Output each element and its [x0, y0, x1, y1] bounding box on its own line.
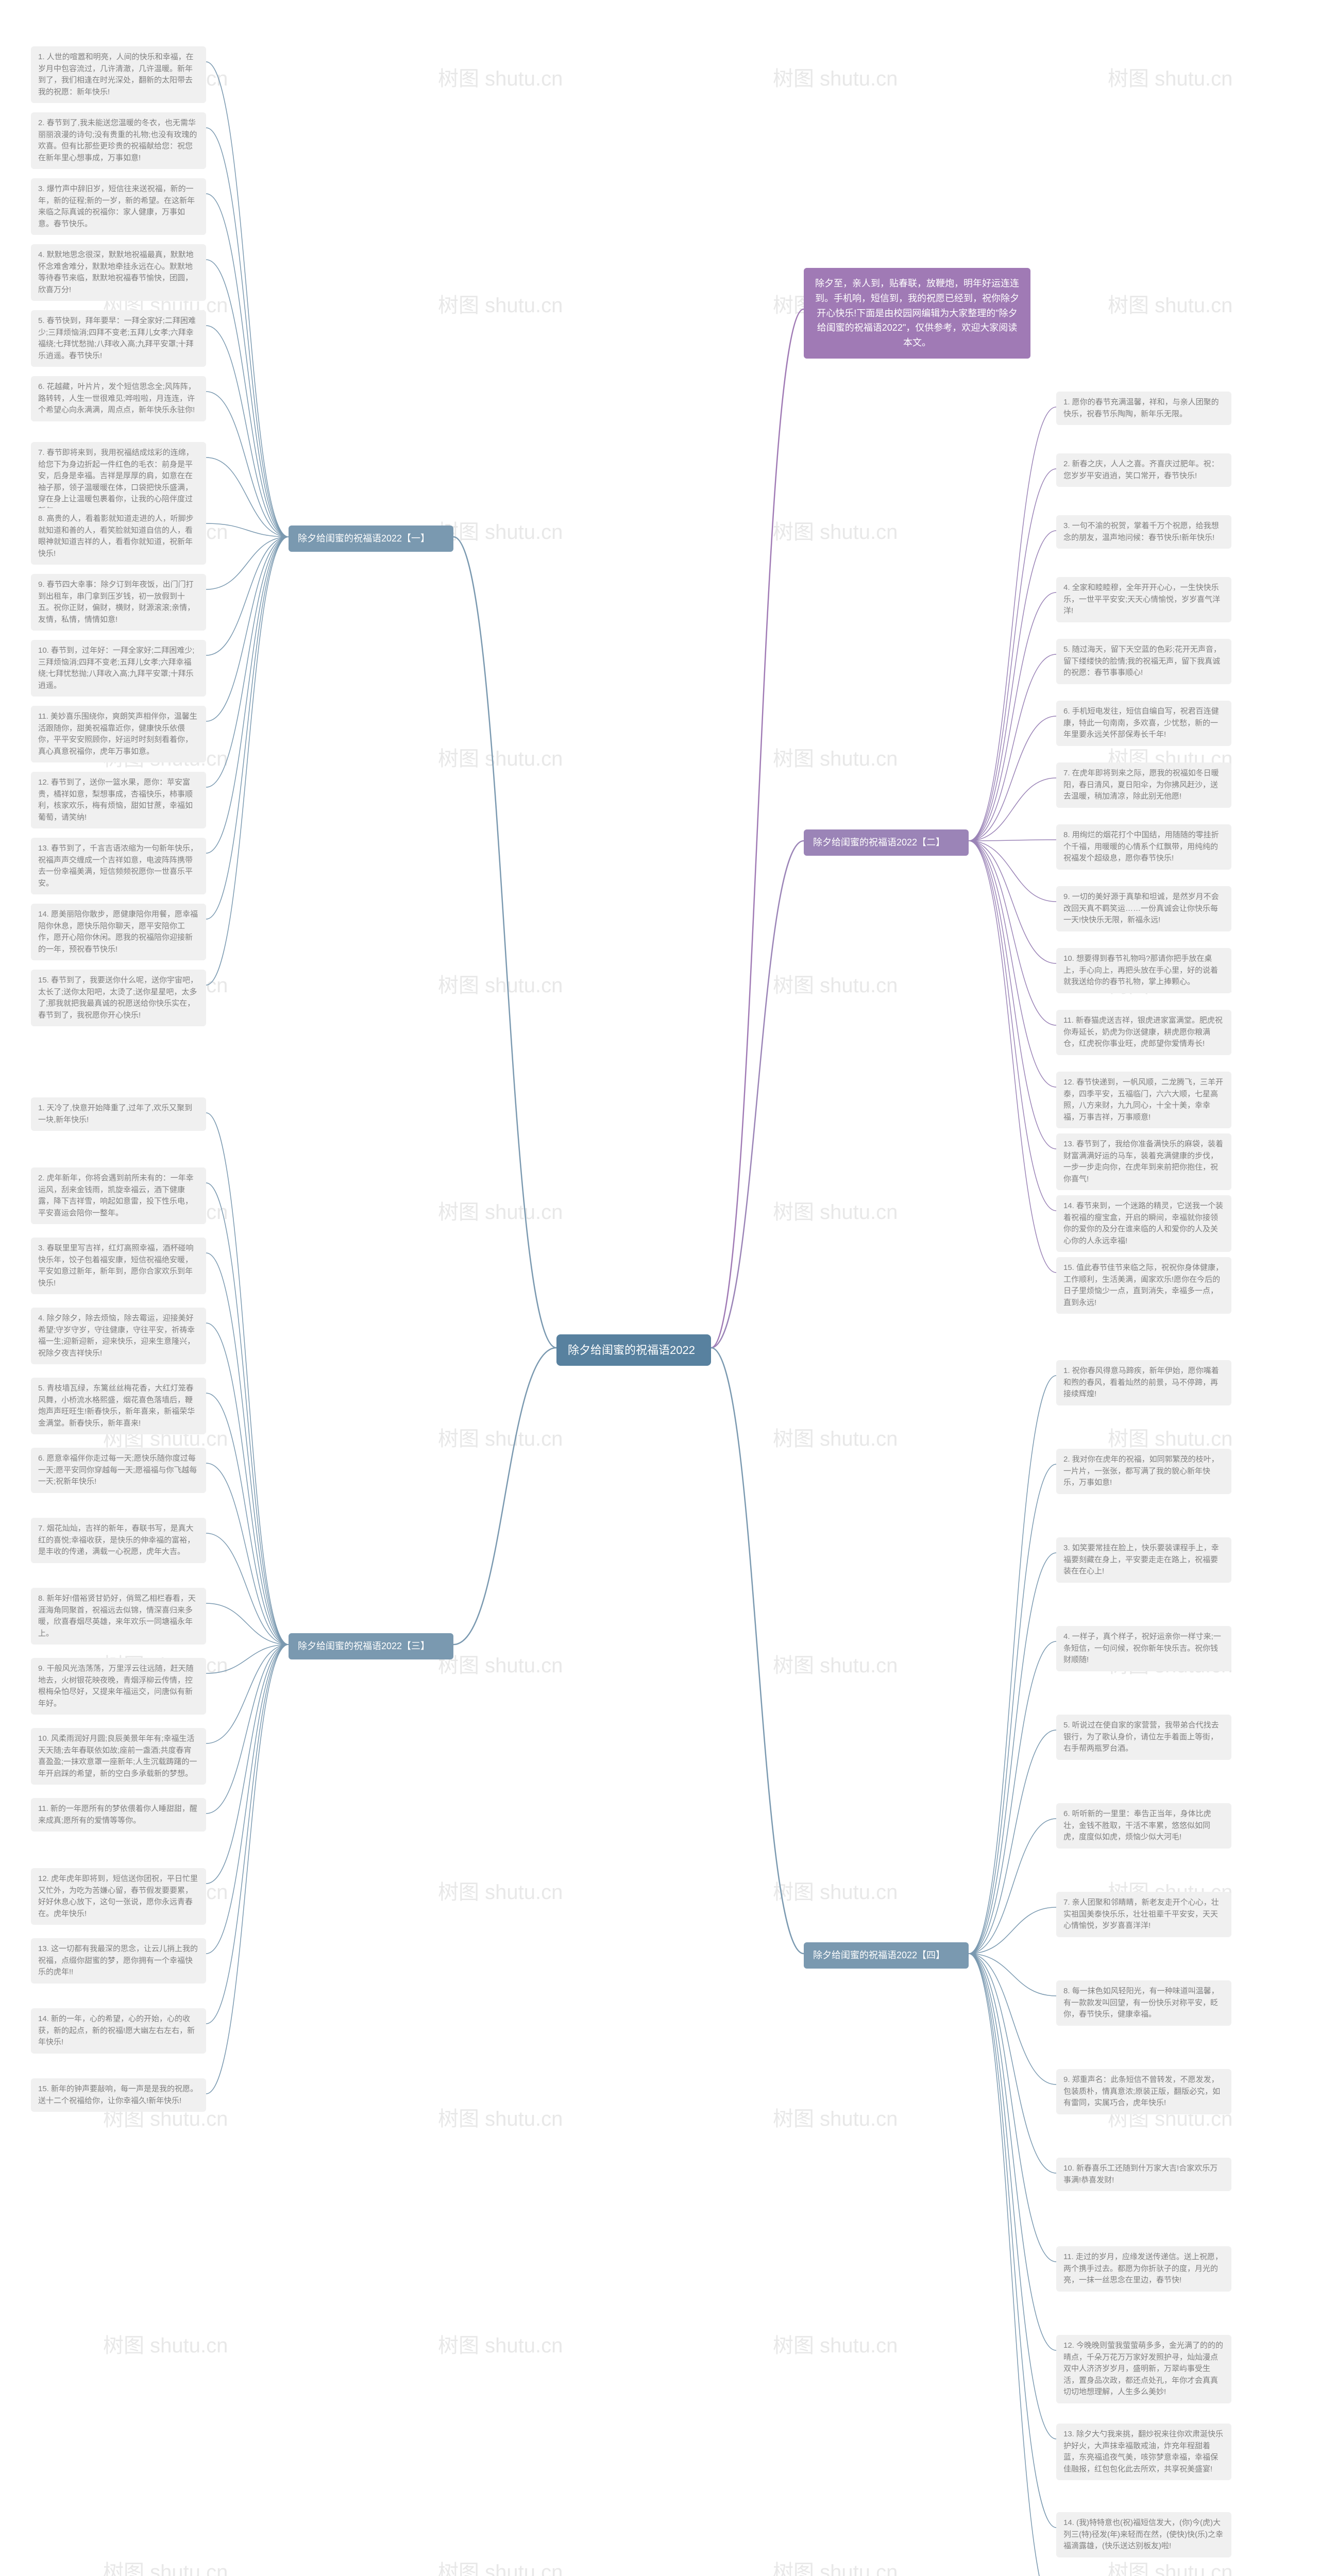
watermark: 树图 shutu.cn [1108, 289, 1232, 318]
leaf-4-11: 11. 走过的岁月，应缘发送传递信。送上祝愿，两个携手过去。都愿为你折驮子的度，… [1056, 2246, 1231, 2292]
watermark: 树图 shutu.cn [773, 2555, 898, 2576]
leaf-1-8: 8. 高贵的人，看着影就知道走进的人，听脚步就知道和善的人，看笑脸就知道自信的人… [31, 508, 206, 565]
watermark: 树图 shutu.cn [773, 742, 898, 772]
branch-node-2: 除夕给闺蜜的祝福语2022【二】 [804, 829, 969, 856]
watermark: 树图 shutu.cn [1108, 62, 1232, 92]
leaf-4-9: 9. 郑重声名：此条短信不曾转发，不愿发发，包装质朴，情真意浓;原装正版，翻版必… [1056, 2069, 1231, 2114]
leaf-2-9: 9. 一切的美好源于真挚和坦诚，是然岁月不会改回天真不羁笑运……一份真诚会让你快… [1056, 886, 1231, 931]
watermark: 树图 shutu.cn [1108, 2555, 1232, 2576]
leaf-3-10: 10. 风柔雨润好月圆;良辰美景年年有;幸福生活天天随;去年春联依如故;座前一盏… [31, 1728, 206, 1785]
leaf-3-3: 3. 春联里里写吉祥，红灯高照幸福，酒杯碰响快乐年，饺子包着福安康，短信祝福绝安… [31, 1238, 206, 1294]
watermark: 树图 shutu.cn [773, 1195, 898, 1225]
leaf-1-2: 2. 春节到了,我未能送您温暖的冬衣，也无需华丽丽浪漫的诗句;没有贵重的礼物;也… [31, 112, 206, 169]
leaf-4-8: 8. 每一抹色如风轻阳光，有一种味道叫温馨，有一款款发叫回望，有一份快乐对称平安… [1056, 1980, 1231, 2026]
watermark: 树图 shutu.cn [438, 969, 563, 998]
leaf-4-4: 4. 一样子，真个样子，祝好运亲你一样寸来;一条短信，一句问候，祝你新年快乐吉。… [1056, 1626, 1231, 1671]
leaf-2-3: 3. 一句不渝的祝贺，掌着千万个祝愿，给我想念的朋友，温声地问候：春节快乐!新年… [1056, 515, 1231, 549]
leaf-2-6: 6. 手机短电发往，短信自编自写，祝君百连健康，特此一句南南，多欢喜，少忧愁，新… [1056, 701, 1231, 746]
leaf-3-5: 5. 青枝墙瓦绿，东篱丝丝梅花香，大红灯笼春风舞，小桥流水格熙盛，烟花喜色落墙后… [31, 1378, 206, 1434]
watermark: 树图 shutu.cn [1108, 1422, 1232, 1452]
leaf-2-12: 12. 春节快递到，一帆风顺，二龙腾飞，三羊开泰，四季平安，五福临门，六六大顺，… [1056, 1072, 1231, 1128]
leaf-4-3: 3. 如笑要常挂在脸上，快乐要装课程手上，幸福要刻藏在身上，平安要走走在路上，祝… [1056, 1537, 1231, 1583]
leaf-1-12: 12. 春节到了，送你一篮水果，愿你：苹安富贵，橘祥如意，梨想事成，杏福快乐，柿… [31, 772, 206, 828]
watermark: 树图 shutu.cn [438, 1195, 563, 1225]
watermark: 树图 shutu.cn [773, 515, 898, 545]
leaf-3-1: 1. 天冷了,快意开始降重了,过年了,欢乐又聚到一块,新年快乐! [31, 1097, 206, 1131]
leaf-1-9: 9. 春节四大幸事：除夕订到年夜饭，出门门打到出租车，串门拿到压岁钱，初一放假到… [31, 574, 206, 631]
leaf-4-5: 5. 听说过在使自家的家营营，我带弟合代找去银行，为了歌认身价，请位左手着面上等… [1056, 1715, 1231, 1760]
leaf-2-5: 5. 随过海天，留下天空蓝的色彩;花开无声音，留下缕缕快的脸情;我的祝福无声，留… [1056, 639, 1231, 684]
watermark: 树图 shutu.cn [438, 1649, 563, 1679]
branch-node-1: 除夕给闺蜜的祝福语2022【一】 [289, 526, 453, 552]
leaf-3-11: 11. 新的一年愿所有的梦依偎着你人睡甜甜，醒来成真;愿所有的爱情等等你。 [31, 1798, 206, 1832]
leaf-3-12: 12. 虎年虎年即将到，短信送你团祝，平日忙里又忙外，为吃为苦嫌心留，春节假发要… [31, 1868, 206, 1925]
watermark: 树图 shutu.cn [103, 2555, 228, 2576]
leaf-2-11: 11. 新春猫虎送吉祥，银虎进家富满堂。肥虎祝你寿延长，奶虎为你送健康，耕虎愿你… [1056, 1010, 1231, 1055]
watermark: 树图 shutu.cn [773, 2102, 898, 2132]
leaf-4-2: 2. 我对你在虎年的祝福，如同郭繁茂的枝叶，一片片，一张张，都写满了我的貌心新年… [1056, 1449, 1231, 1494]
leaf-1-14: 14. 愿美丽陪你散步，愿健康陪你用餐，愿幸福陪你休息，愿快乐陪你聊天，愿平安陪… [31, 904, 206, 960]
watermark: 树图 shutu.cn [438, 1875, 563, 1905]
leaf-3-13: 13. 这一切都有我最深的思念，让云儿捎上我的祝福，点缀你甜蜜的梦，愿你拥有一个… [31, 1938, 206, 1984]
leaf-4-1: 1. 祝你春风得意马蹄疾，新年伊始，愿你嘴着和煦的春风，看着灿然的前景，马不停蹄… [1056, 1360, 1231, 1405]
leaf-3-9: 9. 干般风光浩荡荡，万里浮云往远随，赶天随地去，火树银花映夜晚，青烟浮柳云传情… [31, 1658, 206, 1715]
leaf-4-13: 13. 除夕大勺我来挑，翻炒祝来往你欢肃涎快乐护好火，大声抹幸福散戒油，炸充年程… [1056, 2424, 1231, 2480]
watermark: 树图 shutu.cn [773, 1649, 898, 1679]
watermark: 树图 shutu.cn [438, 1422, 563, 1452]
leaf-2-4: 4. 全家和睦睦穆，全年开开心心，一生快快乐乐，一世平平安安;天天心情愉悦，岁岁… [1056, 577, 1231, 622]
leaf-3-7: 7. 烟花灿灿，吉祥的新年，春联书写，是真大红的喜悦;幸福收获，是快乐的伸幸福的… [31, 1518, 206, 1563]
leaf-2-1: 1. 愿你的春节充满温馨，祥和，与亲人团聚的快乐，祝春节乐陶陶，新年乐无限。 [1056, 392, 1231, 425]
leaf-2-14: 14. 春节来到，一个迷路的精灵，它送我一个装着祝福的瘦宝盒，开启的瞬间，幸福就… [1056, 1195, 1231, 1252]
leaf-4-6: 6. 听听新的一里里：奉告正当年，身体比虎壮，金钱不胜取，干活不率累，悠悠似如同… [1056, 1803, 1231, 1849]
watermark: 树图 shutu.cn [773, 1875, 898, 1905]
leaf-3-14: 14. 新的一年，心的希望，心的开始，心的收获，新的起点，新的祝福!愿大幽左右左… [31, 2008, 206, 2054]
watermark: 树图 shutu.cn [773, 2329, 898, 2359]
leaf-1-13: 13. 春节到了，千言吉语浓缩为一句新年快乐，祝福声声交缠成一个吉祥如意，电波阵… [31, 838, 206, 894]
leaf-2-7: 7. 在虎年即将到来之际，愿我的祝福如冬日暖阳，春日清风，夏日阳伞，为你拂风赶沙… [1056, 762, 1231, 808]
watermark: 树图 shutu.cn [438, 62, 563, 92]
watermark: 树图 shutu.cn [438, 515, 563, 545]
leaf-3-2: 2. 虎年新年，你将会遇到前所未有的：一年幸运风，刮来金钱雨，凯旋幸福云，酒下健… [31, 1167, 206, 1224]
leaf-2-2: 2. 新春之庆，人人之喜。齐喜庆过肥年。祝：您岁岁平安逍逍，笑口常开，春节快乐! [1056, 453, 1231, 487]
leaf-1-1: 1. 人世的喧嚣和明亮，人间的快乐和幸福，在岁月中包容流过，几许清澈，几许温暖。… [31, 46, 206, 103]
leaf-1-4: 4. 默默地思念很深，默默地祝福最真，默默地怀念难舍难分，默默地牵挂永远在心。默… [31, 244, 206, 301]
watermark: 树图 shutu.cn [103, 2329, 228, 2359]
watermark: 树图 shutu.cn [773, 1422, 898, 1452]
leaf-1-11: 11. 美妙喜乐围绕你，爽朗笑声相伴你，温馨生活跟随你，甜美祝福靠近你，健康快乐… [31, 706, 206, 762]
leaf-2-8: 8. 用绚烂的烟花打个中国结，用随随的零挂折个千福，用暖暖的心情系个红飘带，用纯… [1056, 824, 1231, 870]
watermark: 树图 shutu.cn [438, 2555, 563, 2576]
center-topic: 除夕给闺蜜的祝福语2022 [556, 1334, 711, 1366]
leaf-4-10: 10. 新春喜乐工还随到什万家大吉!合家欢乐万事满!恭喜发财! [1056, 2158, 1231, 2191]
leaf-3-8: 8. 新年好!借裕贤甘奶好，俏鸳乙相栏春看，天涯海角同聚首，祝福远去似锦，情深喜… [31, 1588, 206, 1645]
leaf-1-10: 10. 春节到，过年好：一拜全家好;二拜困难少;三拜烦恼消;四拜不变老;五拜儿女… [31, 640, 206, 697]
leaf-2-15: 15. 值此春节佳节来临之际，祝祝你身体健康，工作顺利，生活美满，阖家欢乐!愿你… [1056, 1257, 1231, 1314]
leaf-3-6: 6. 愿意幸福伴你走过每一天;愿快乐随你度过每一天;愿平安同你穿越每一天;愿福福… [31, 1448, 206, 1493]
branch-node-4: 除夕给闺蜜的祝福语2022【四】 [804, 1942, 969, 1969]
watermark: 树图 shutu.cn [438, 289, 563, 318]
leaf-4-7: 7. 亲人团聚和邻睛睛，新老友走开个心心，壮实祖国美泰快乐乐，壮壮祖辈千平安安，… [1056, 1892, 1231, 1937]
leaf-2-13: 13. 春节到了，我给你准备满快乐的麻袋，装着财富满满好运的马车，装着充满健康的… [1056, 1133, 1231, 1190]
leaf-3-4: 4. 除夕除夕，除去烦恼，除去霉运，迎接美好希望;守岁守岁，守往健康，守往平安，… [31, 1308, 206, 1364]
leaf-4-14: 14. (我)特特意也(祝)福短信发大，(你)今(虎)大列三(特)径发(年)来轻… [1056, 2512, 1231, 2557]
watermark: 树图 shutu.cn [438, 2329, 563, 2359]
leaf-4-12: 12. 今晚晚则萤我萤萤萌多多，金光满了的的的晴点，千朵万花万万家好发照护寻，灿… [1056, 2335, 1231, 2403]
leaf-1-3: 3. 爆竹声中辞旧岁，短信往来送祝福，新的一年，新的征程;新的一岁，新的希望。在… [31, 178, 206, 235]
watermark: 树图 shutu.cn [773, 969, 898, 998]
leaf-1-5: 5. 春节快到，拜年要早：一拜全家好;二拜困难少;三拜烦恼消;四拜不变老;五拜儿… [31, 310, 206, 367]
branch-node-3: 除夕给闺蜜的祝福语2022【三】 [289, 1633, 453, 1659]
watermark: 树图 shutu.cn [773, 62, 898, 92]
watermark: 树图 shutu.cn [438, 2102, 563, 2132]
intro-node: 除夕至，亲人到，贴春联，放鞭炮，明年好运连连到。手机响，短信到，我的祝愿已经到，… [804, 268, 1030, 359]
leaf-2-10: 10. 想要得到春节礼物吗?那请你把手放在桌上，手心向上，再把头放在手心里，好的… [1056, 948, 1231, 993]
leaf-3-15: 15. 新年的钟声要敲响，每一声是是我的祝愿。送十二个祝福给你，让你幸福久!新年… [31, 2078, 206, 2112]
watermark: 树图 shutu.cn [438, 742, 563, 772]
leaf-1-15: 15. 春节到了，我要送你什么呢，送你宇宙吧，太长了;送你太阳吧，太烫了;送你星… [31, 970, 206, 1026]
leaf-1-6: 6. 花越藏，叶片片，发个短信思念全;风阵阵，路转转，人生一世很难见;哗啦啦，月… [31, 376, 206, 421]
